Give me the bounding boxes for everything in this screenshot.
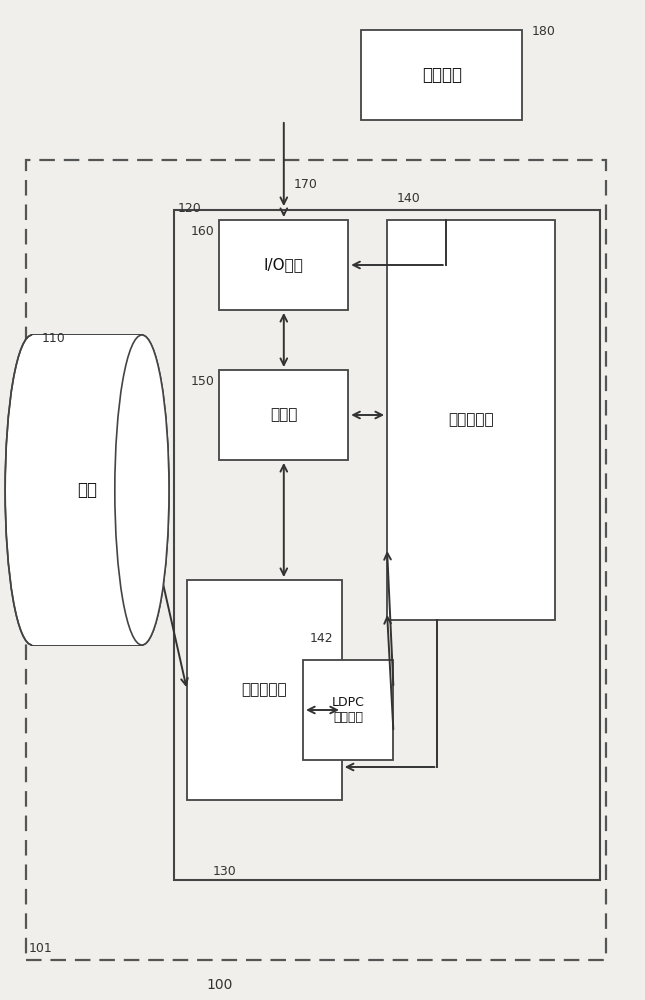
Text: 100: 100 bbox=[206, 978, 232, 992]
Bar bbox=[187, 580, 342, 800]
Bar bbox=[361, 30, 522, 120]
Text: 170: 170 bbox=[293, 178, 317, 192]
Text: 101: 101 bbox=[29, 942, 53, 955]
Ellipse shape bbox=[115, 335, 169, 645]
Text: 缓冲器: 缓冲器 bbox=[270, 407, 297, 422]
Bar bbox=[32, 335, 142, 645]
Bar bbox=[219, 370, 348, 460]
Text: 180: 180 bbox=[532, 25, 556, 38]
Text: 140: 140 bbox=[397, 192, 421, 205]
Text: 110: 110 bbox=[41, 332, 65, 345]
Text: 130: 130 bbox=[213, 865, 237, 878]
Text: LDPC
编解码器: LDPC 编解码器 bbox=[332, 696, 364, 724]
Text: 142: 142 bbox=[310, 632, 333, 645]
Text: 120: 120 bbox=[177, 202, 201, 215]
Bar bbox=[174, 210, 600, 880]
Bar bbox=[26, 160, 606, 960]
Text: 介质: 介质 bbox=[77, 481, 97, 499]
Bar bbox=[303, 660, 393, 760]
Bar bbox=[32, 335, 142, 645]
Text: 固态控制器: 固态控制器 bbox=[242, 682, 287, 698]
Ellipse shape bbox=[5, 335, 59, 645]
Ellipse shape bbox=[115, 335, 169, 645]
Text: 控制处理器: 控制处理器 bbox=[448, 412, 493, 427]
Bar bbox=[219, 220, 348, 310]
Bar bbox=[387, 220, 555, 620]
Text: I/O接口: I/O接口 bbox=[264, 257, 304, 272]
Text: 160: 160 bbox=[190, 225, 214, 238]
Text: 主机设备: 主机设备 bbox=[422, 66, 462, 84]
Text: 150: 150 bbox=[190, 375, 214, 388]
